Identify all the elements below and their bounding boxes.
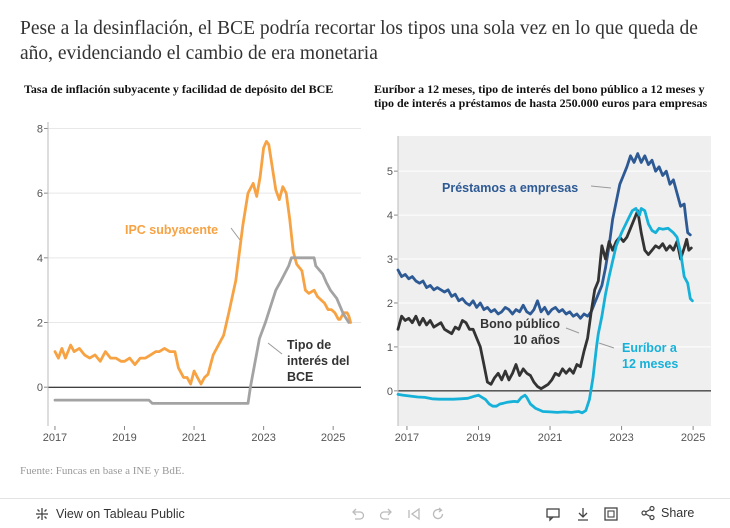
left-chart-title: Tasa de inflación subyacente y facilidad… — [24, 82, 334, 96]
right-series-label-2: Euríbor a — [622, 341, 678, 355]
right-leader-line-0 — [590, 185, 612, 189]
undo-icon[interactable] — [350, 506, 366, 522]
right-series — [396, 152, 694, 415]
comments-icon[interactable] — [545, 506, 561, 522]
left-series-label-1: interés del — [287, 354, 350, 368]
left-x-tick-label: 2019 — [112, 432, 136, 444]
left-series-label-0: IPC subyacente — [125, 223, 218, 237]
left-grid — [48, 127, 361, 388]
left-x-tick-label: 2025 — [321, 432, 345, 444]
right-series-label-1: Bono público — [480, 317, 560, 331]
share-button[interactable]: Share — [640, 505, 694, 521]
left-plot-background — [48, 122, 361, 426]
left-y-tick-label: 6 — [37, 188, 43, 200]
left-series — [53, 140, 352, 405]
left-leader-line-0 — [230, 227, 241, 241]
right-y-tick-label: 4 — [387, 210, 393, 222]
left-leader-line-1 — [267, 342, 283, 355]
share-label: Share — [661, 506, 695, 520]
left-y-tick-label: 2 — [37, 318, 43, 330]
right-series-line-0 — [396, 152, 692, 320]
left-x-tick-label: 2023 — [251, 432, 275, 444]
left-series-line-1 — [53, 256, 351, 405]
redo-icon[interactable] — [378, 506, 394, 522]
revert-icon[interactable] — [406, 506, 422, 522]
left-series-label-1: BCE — [287, 370, 313, 384]
refresh-icon[interactable] — [430, 506, 446, 522]
left-series-label-1: Tipo de — [287, 338, 331, 352]
page-title: Pese a la desinflación, el BCE podría re… — [20, 18, 698, 64]
right-x-tick-label: 2019 — [466, 432, 490, 444]
right-plot-background — [398, 136, 711, 426]
right-grid — [398, 170, 711, 392]
right-series-line-1 — [396, 209, 693, 391]
right-x-tick-label: 2023 — [609, 432, 633, 444]
left-y-tick-label: 0 — [37, 382, 43, 394]
tableau-logo-icon — [36, 508, 48, 520]
left-labels: IPC subyacente Tipo de interés del BCE — [125, 223, 350, 384]
tableau-footer: View on Tableau Public Share — [0, 498, 730, 528]
right-chart: 0 1 2 3 4 5 2017 2019 2021 2023 2025 Préstamos a e… — [387, 136, 711, 444]
right-labels: Préstamos a empresas Bono público 10 años E… — [442, 181, 678, 371]
right-chart-title: Euríbor a 12 meses, tipo de interés del … — [374, 82, 708, 110]
source-note: Fuente: Funcas en base a INE y BdE. — [20, 465, 185, 477]
left-ticks: 0 2 4 6 8 2017 2019 2021 2023 2025 — [37, 122, 345, 444]
left-y-tick-label: 8 — [37, 123, 43, 135]
right-y-tick-label: 1 — [387, 342, 393, 354]
right-series-label-2: 12 meses — [622, 357, 678, 371]
right-y-tick-label: 3 — [387, 254, 393, 266]
left-series-line-0 — [53, 140, 352, 386]
right-y-tick-label: 5 — [387, 166, 393, 178]
right-x-tick-label: 2017 — [395, 432, 419, 444]
right-y-tick-label: 2 — [387, 298, 393, 310]
share-icon — [641, 505, 655, 521]
view-on-tableau-label: View on Tableau Public — [56, 507, 185, 521]
view-on-tableau-link[interactable]: View on Tableau Public — [34, 506, 185, 522]
right-x-tick-label: 2021 — [538, 432, 562, 444]
right-series-label-1: 10 años — [513, 333, 560, 347]
right-ticks: 0 1 2 3 4 5 2017 2019 2021 2023 2025 — [387, 136, 705, 444]
right-x-tick-label: 2025 — [681, 432, 705, 444]
right-leader-line-2 — [598, 342, 615, 349]
download-icon[interactable] — [575, 506, 591, 522]
right-leader-line-1 — [565, 327, 580, 334]
left-x-tick-label: 2017 — [43, 432, 67, 444]
fullscreen-icon[interactable] — [603, 506, 619, 522]
left-x-tick-label: 2021 — [182, 432, 206, 444]
right-series-label-0: Préstamos a empresas — [442, 181, 578, 195]
left-y-tick-label: 4 — [37, 253, 43, 265]
right-series-line-2 — [396, 207, 694, 415]
left-chart: 0 2 4 6 8 2017 2019 2021 2023 2025 IPC subyacente… — [37, 122, 361, 444]
right-y-tick-label: 0 — [387, 386, 393, 398]
